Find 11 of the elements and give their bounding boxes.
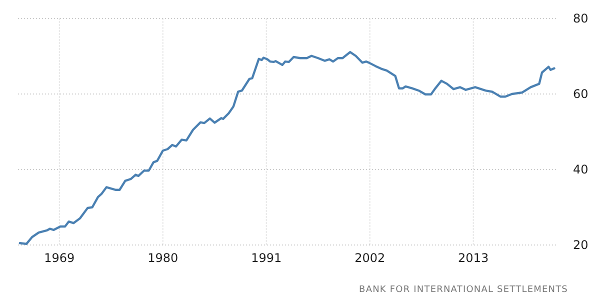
x-tick-label: 1969 — [44, 251, 75, 265]
text: BANK FOR INTERNATIONAL SETTLEMENTS — [359, 285, 568, 295]
y-tick-label: 60 — [573, 87, 588, 101]
y-tick-label: 20 — [573, 238, 588, 252]
y-tick-label: 80 — [573, 12, 588, 26]
x-tick-label: 1980 — [148, 251, 178, 265]
x-tick-label: 2013 — [458, 251, 489, 265]
x-tick-label: 2002 — [354, 251, 386, 265]
y-tick-label: 40 — [573, 162, 588, 176]
x-tick-label: 1991 — [251, 251, 282, 265]
line-series — [18, 51, 556, 245]
